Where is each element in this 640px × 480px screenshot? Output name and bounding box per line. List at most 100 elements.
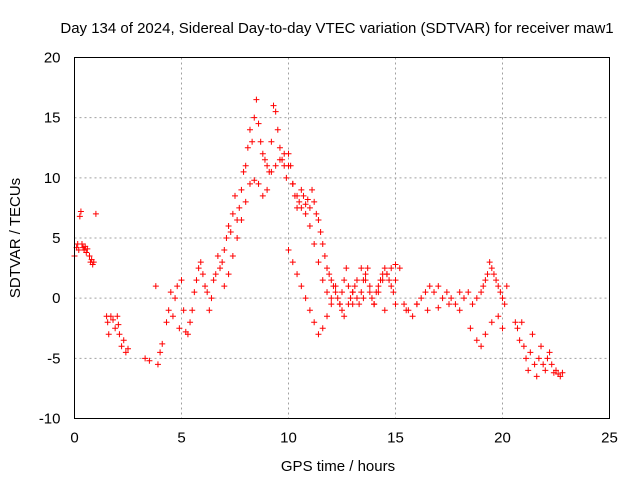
- data-point: [276, 156, 283, 163]
- data-point: [413, 301, 420, 308]
- data-points: [71, 96, 566, 380]
- data-point: [439, 295, 446, 302]
- data-point: [401, 301, 408, 308]
- data-point: [225, 222, 232, 229]
- data-point: [199, 271, 206, 278]
- data-point: [229, 210, 236, 217]
- data-point: [242, 198, 249, 205]
- data-point: [272, 162, 279, 169]
- data-point: [232, 192, 238, 199]
- data-point: [319, 241, 326, 248]
- data-point: [324, 289, 331, 296]
- data-point: [493, 277, 500, 284]
- data-point: [298, 283, 305, 290]
- y-tick-label: -5: [47, 350, 60, 367]
- data-point: [381, 307, 388, 314]
- data-point: [484, 271, 491, 278]
- data-point: [257, 138, 264, 145]
- data-point: [174, 283, 181, 290]
- data-point: [283, 174, 290, 181]
- data-point: [319, 277, 326, 284]
- data-point: [435, 304, 442, 311]
- data-point: [107, 313, 114, 320]
- x-tick-label: 5: [177, 430, 185, 447]
- data-point: [298, 204, 305, 211]
- data-point: [92, 210, 99, 217]
- data-point: [242, 162, 249, 169]
- data-point: [533, 373, 540, 380]
- data-point: [540, 361, 547, 368]
- data-point: [324, 265, 331, 272]
- data-point: [274, 126, 281, 133]
- data-point: [259, 150, 266, 157]
- data-point: [204, 289, 211, 296]
- axis-ticks: 0 5 10 15 20 25 -10 -5 0 5 10 15 20: [39, 50, 618, 447]
- data-point: [353, 277, 360, 284]
- data-point: [341, 277, 348, 284]
- data-point: [251, 177, 258, 184]
- data-point: [356, 301, 363, 308]
- data-point: [535, 355, 542, 362]
- x-tick-label: 10: [280, 430, 297, 447]
- data-point: [358, 265, 365, 272]
- x-tick-label: 20: [494, 430, 511, 447]
- data-point: [159, 340, 166, 347]
- data-point: [249, 138, 256, 145]
- y-tick-label: 15: [44, 110, 61, 127]
- data-point: [176, 325, 183, 332]
- data-point: [223, 235, 230, 241]
- y-tick-label: -10: [39, 411, 61, 428]
- data-point: [512, 319, 519, 326]
- grid-lines: [74, 57, 610, 419]
- data-point: [443, 289, 450, 296]
- data-point: [383, 271, 390, 278]
- data-point: [422, 289, 429, 296]
- data-point: [467, 325, 474, 332]
- data-point: [362, 271, 369, 278]
- data-point: [246, 126, 253, 133]
- data-point: [516, 337, 523, 344]
- data-point: [212, 271, 219, 278]
- data-point: [336, 301, 343, 308]
- data-point: [345, 283, 352, 290]
- data-point: [75, 247, 82, 254]
- data-point: [189, 307, 196, 314]
- data-point: [115, 321, 122, 328]
- data-point: [349, 289, 356, 296]
- data-point: [553, 367, 559, 374]
- data-point: [358, 289, 365, 296]
- data-point: [360, 295, 367, 302]
- data-point: [478, 289, 485, 296]
- data-point: [480, 283, 487, 290]
- data-point: [285, 247, 292, 254]
- data-point: [328, 277, 335, 284]
- data-point: [146, 357, 153, 364]
- data-point: [424, 307, 431, 314]
- data-point: [306, 204, 313, 211]
- data-point: [379, 277, 386, 284]
- data-point: [217, 265, 224, 272]
- data-point: [559, 369, 566, 376]
- data-point: [255, 180, 262, 187]
- data-point: [366, 289, 373, 296]
- data-point: [315, 216, 322, 223]
- data-point: [488, 265, 495, 272]
- data-point: [435, 283, 442, 290]
- data-point: [469, 301, 476, 308]
- y-tick-label: 0: [52, 290, 60, 307]
- data-point: [339, 289, 345, 296]
- data-point: [251, 114, 258, 121]
- data-point: [375, 289, 382, 296]
- data-point: [289, 259, 296, 266]
- data-point: [83, 249, 90, 256]
- data-point: [154, 361, 161, 368]
- data-point: [169, 313, 176, 320]
- data-point: [351, 283, 358, 290]
- data-point: [268, 138, 275, 145]
- data-point: [501, 301, 508, 308]
- data-point: [523, 355, 530, 362]
- data-point: [375, 283, 382, 290]
- data-point: [315, 259, 322, 266]
- data-point: [529, 331, 536, 338]
- data-point: [317, 228, 324, 235]
